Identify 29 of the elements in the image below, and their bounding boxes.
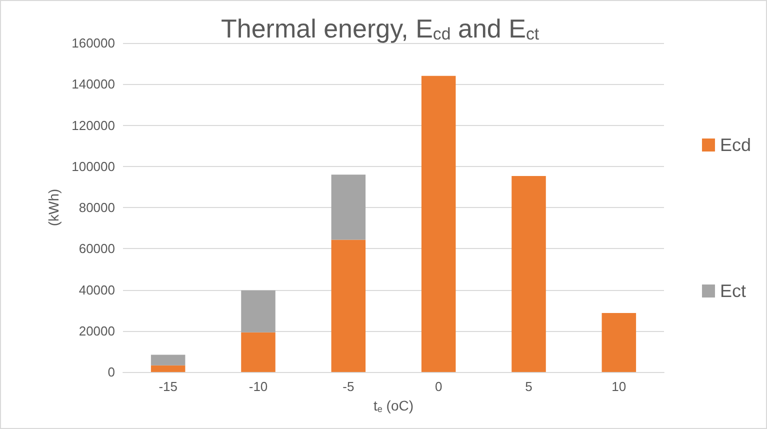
- bar: [331, 240, 366, 372]
- x-axis-title: te (oC): [373, 398, 414, 414]
- y-tick-label: 80000: [78, 200, 115, 215]
- y-tick-label: 100000: [72, 158, 115, 174]
- x-tick-label: 5: [525, 379, 532, 394]
- bar: [331, 174, 366, 240]
- x-tick-label: 10: [612, 379, 626, 394]
- x-tick-label: 0: [434, 379, 442, 394]
- y-tick-label: 20000: [78, 323, 115, 338]
- y-tick-label: 0: [108, 364, 115, 380]
- bar: [421, 76, 456, 372]
- legend-label: Ect: [720, 281, 746, 301]
- y-tick-label: 120000: [72, 118, 115, 133]
- bar: [150, 354, 186, 366]
- bar: [241, 332, 276, 372]
- x-tick-label: -15: [158, 379, 178, 394]
- x-tick-label: -10: [248, 379, 268, 394]
- bar: [241, 290, 276, 332]
- y-tick-label: 140000: [72, 76, 115, 92]
- bar: [150, 365, 186, 372]
- legend-label: Ecd: [720, 135, 752, 155]
- chart-title: Thermal energy, Ecd and Ect: [221, 13, 540, 44]
- x-tick-label: -5: [342, 379, 354, 394]
- y-tick-label: 40000: [78, 282, 115, 298]
- bar: [602, 312, 636, 372]
- y-axis-title: (kWh): [46, 188, 62, 226]
- y-tick-label: 160000: [72, 36, 115, 50]
- bar: [512, 176, 546, 372]
- y-tick-label: 60000: [78, 241, 115, 256]
